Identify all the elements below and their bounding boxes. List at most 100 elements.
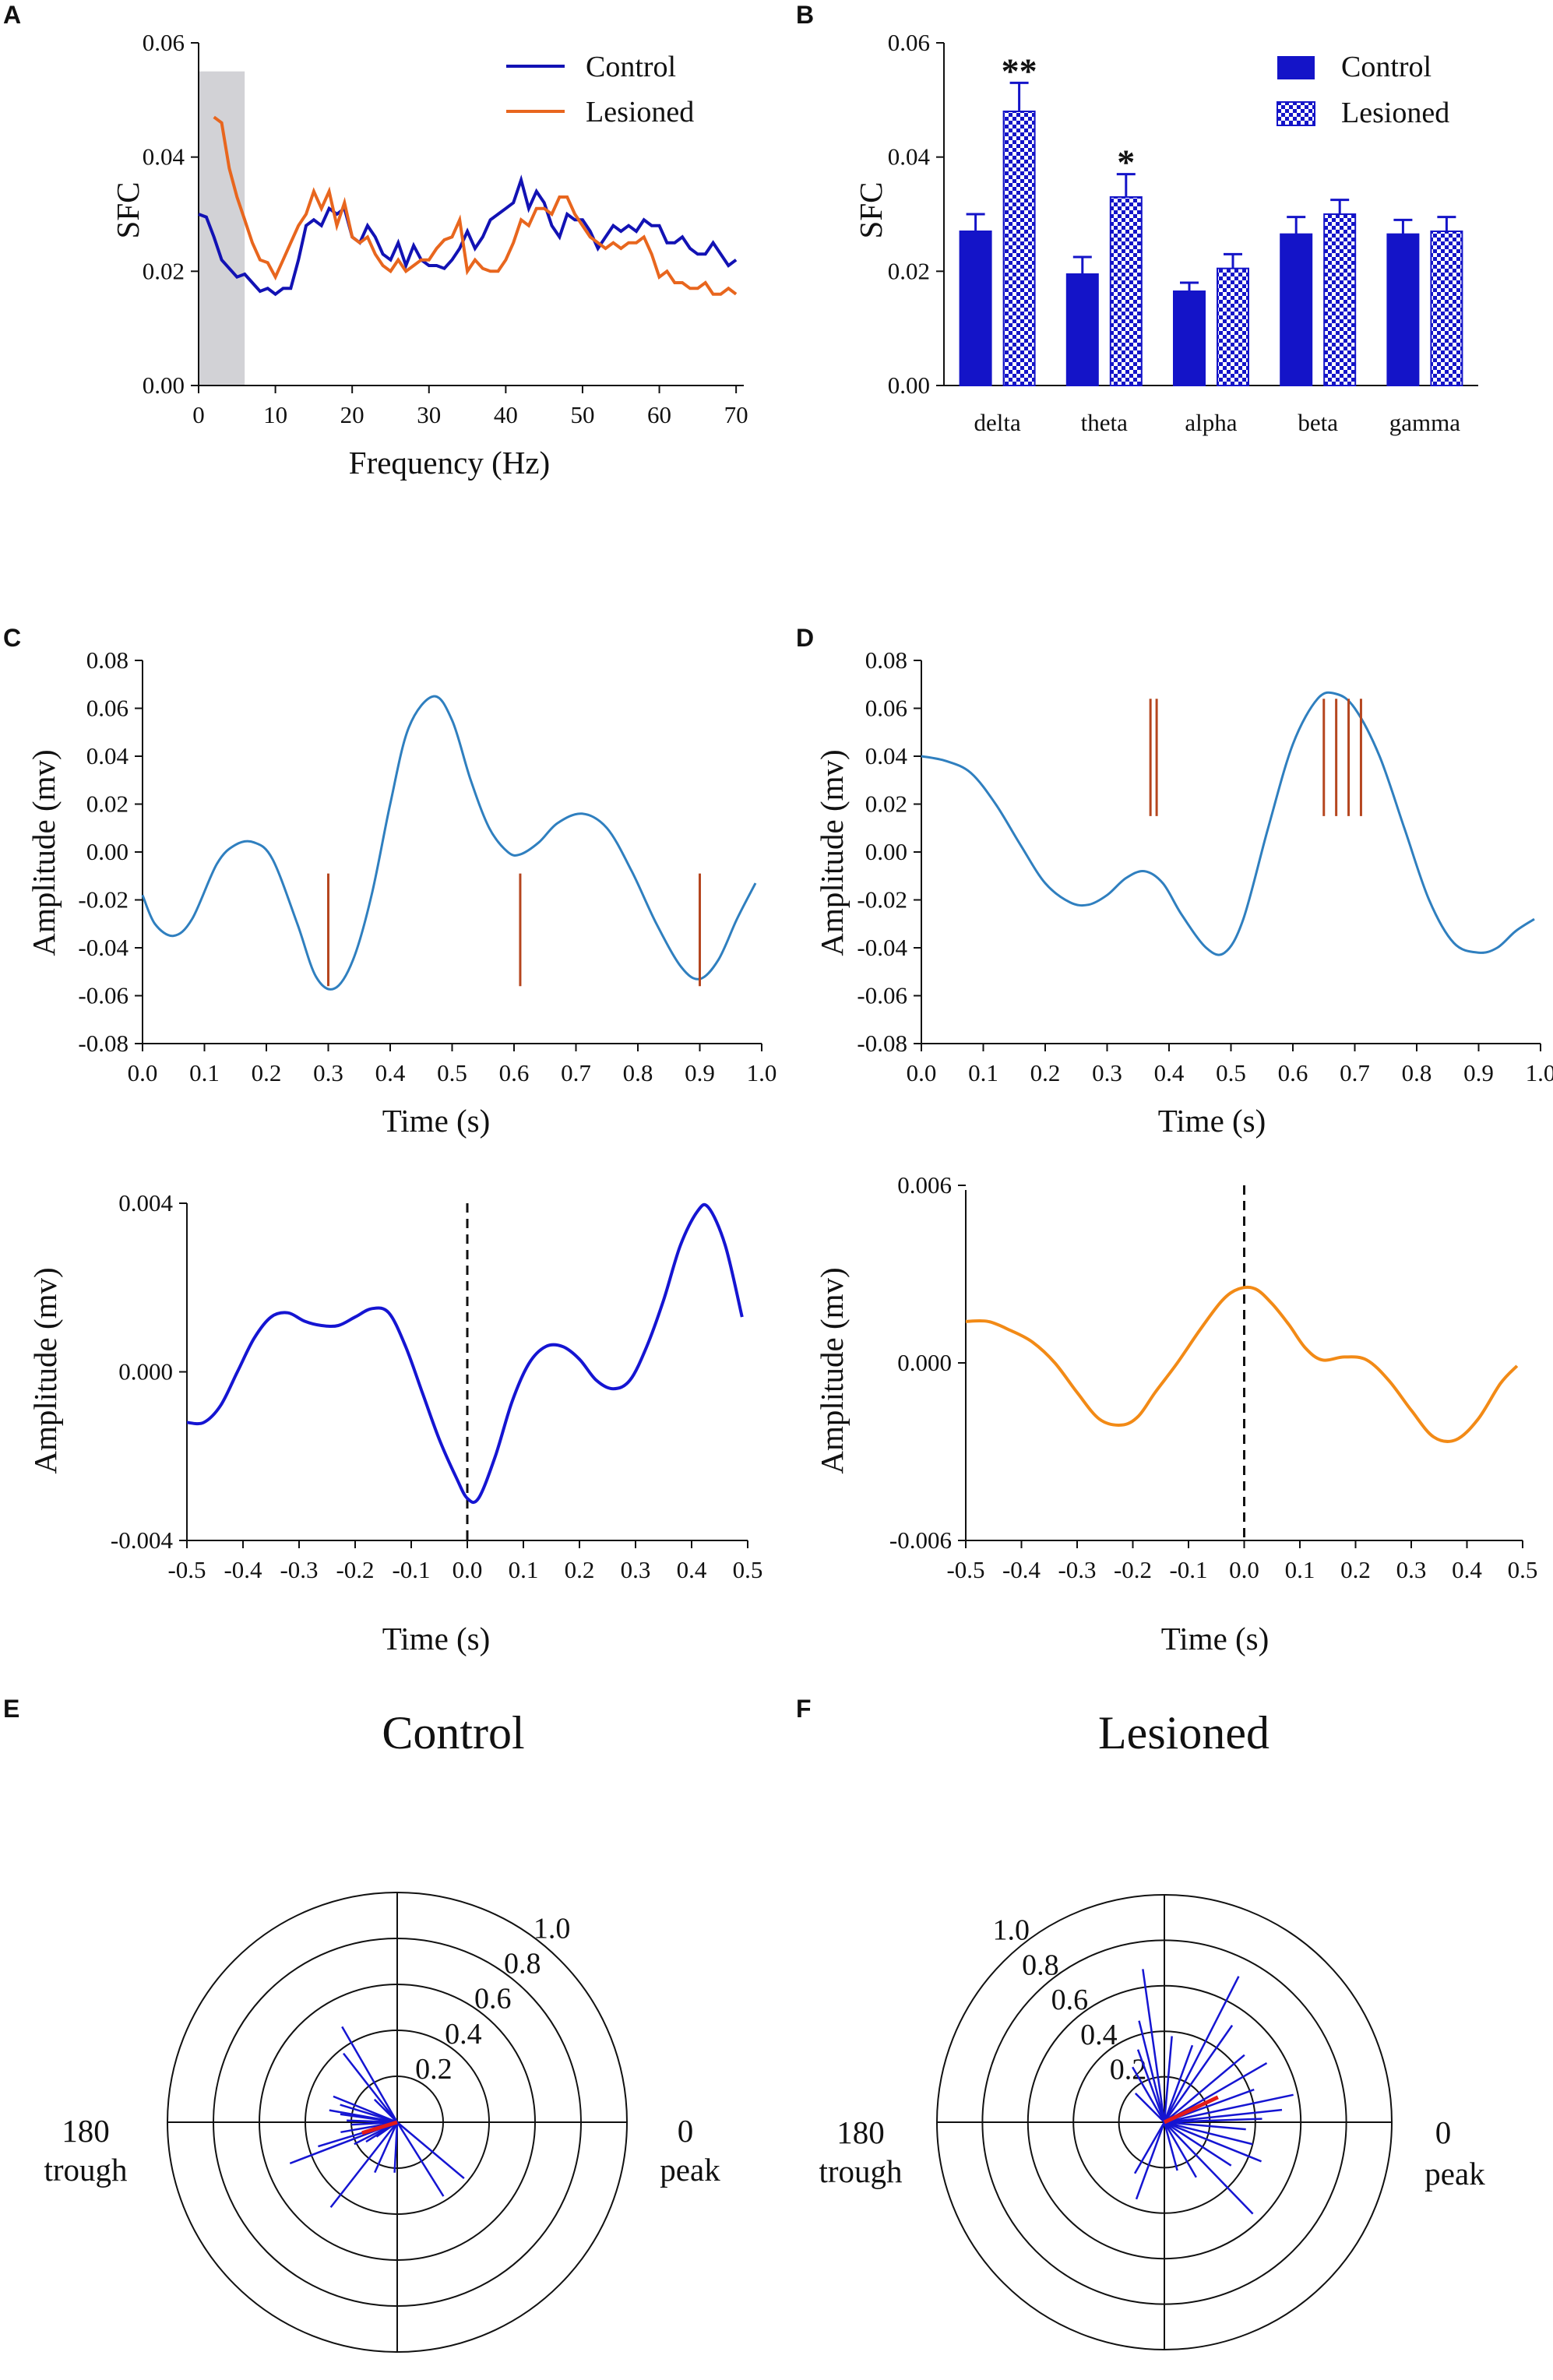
panel-d-xtick-label: 0.1 <box>968 1059 998 1086</box>
panel-c-ytick-label: 0.08 <box>86 646 129 674</box>
panel-d-ytick-label: -0.04 <box>857 934 907 961</box>
panel-d-sta-xtick-label: 0.1 <box>1285 1556 1315 1583</box>
panel-label-d: D <box>796 624 814 652</box>
panel-label-e: E <box>3 1695 19 1723</box>
phase-vector <box>340 2113 398 2124</box>
panel-d-ytick-label: -0.06 <box>857 982 907 1009</box>
phase-vector <box>1164 2121 1232 2167</box>
label-0: 0 <box>1435 2114 1452 2150</box>
panel-b-ylabel: SFC <box>853 182 889 239</box>
bar-control-gamma <box>1386 233 1420 386</box>
phase-vector <box>1133 2121 1166 2174</box>
panel-c-xtick-label: 0.7 <box>561 1059 591 1086</box>
panel-d-sta-xtick-label: -0.5 <box>946 1556 984 1583</box>
panel-d-xtick-label: 0.6 <box>1278 1059 1308 1086</box>
phase-vector <box>342 2052 398 2123</box>
bar-control-delta <box>959 231 992 386</box>
panel-e-control-phase-polar: Control 0.20.40.60.81.0 180 trough 0 pea… <box>44 1707 720 2353</box>
phase-vector <box>396 2121 465 2180</box>
mean-phase-vector <box>1163 2095 1219 2125</box>
panel-c-xtick-label: 0.3 <box>313 1059 343 1086</box>
bar-control-theta <box>1065 273 1099 386</box>
panel-c-sta-xtick-label: -0.1 <box>392 1556 430 1583</box>
polar-title-control: Control <box>382 1707 524 1759</box>
panel-c-xlabel: Time (s) <box>382 1103 491 1139</box>
panel-c-sta-ytick-label: 0.000 <box>118 1358 173 1385</box>
phase-vector <box>396 2121 445 2197</box>
phase-vector <box>1163 1976 1240 2123</box>
panel-d-ylabel: Amplitude (mv) <box>814 749 850 956</box>
panel-c-xtick-label: 0.0 <box>128 1059 158 1086</box>
phase-vector <box>1164 2121 1246 2131</box>
panel-a-xtick-label: 10 <box>263 401 287 428</box>
phase-vector <box>340 2104 398 2124</box>
panel-c-xtick-label: 0.8 <box>623 1059 653 1086</box>
panel-d-ytick-label: 0.02 <box>865 790 907 818</box>
bar-lesioned-alpha <box>1217 267 1249 386</box>
bar-lesioned-delta <box>1002 111 1036 386</box>
polar-ring-label: 0.4 <box>445 2018 482 2051</box>
panel-d-ytick-label: 0.04 <box>865 742 908 769</box>
panel-d-sta-ytick-label: -0.006 <box>889 1526 952 1554</box>
panel-d-xtick-label: 0.9 <box>1463 1059 1494 1086</box>
lfp-waveform <box>141 695 757 991</box>
panel-a-xtick-label: 0 <box>192 401 205 428</box>
panel-a-xtick-label: 30 <box>417 401 441 428</box>
panel-a-ytick-label: 0.04 <box>143 143 185 171</box>
significance-marker: * <box>1117 143 1135 182</box>
phase-vector <box>1134 2092 1165 2123</box>
phase-vector <box>1164 2121 1254 2215</box>
phase-vector <box>1163 2036 1173 2123</box>
panel-d-sta-xtick-label: 0.2 <box>1340 1556 1371 1583</box>
category-label-beta: beta <box>1298 409 1338 436</box>
panel-d-sta-xtick-label: 0.4 <box>1452 1556 1482 1583</box>
panel-label-f: F <box>796 1695 812 1723</box>
sta-waveform-lesioned <box>965 1285 1519 1443</box>
panel-a-xlabel: Frequency (Hz) <box>349 445 550 481</box>
phase-vector <box>1135 2121 1166 2200</box>
panel-c-ytick-label: 0.02 <box>86 790 129 818</box>
panel-c-xtick-label: 1.0 <box>747 1059 777 1086</box>
panel-d-ytick-label: -0.02 <box>857 886 907 914</box>
lfp-waveform <box>921 691 1535 956</box>
legend-swatch-control-solid <box>1277 56 1315 79</box>
panel-a-xtick-label: 20 <box>340 401 364 428</box>
panel-a-xtick-label: 70 <box>724 401 748 428</box>
bar-lesioned-gamma <box>1430 231 1463 386</box>
panel-c-sta-ylabel: Amplitude (mv) <box>27 1267 63 1473</box>
panel-a-sfc-line-chart: 0 10 20 30 40 50 60 70 0.00 0.02 0.04 0.06 SFC Freq… <box>110 29 748 481</box>
panel-d-xtick-label: 0.0 <box>907 1059 937 1086</box>
label-180: 180 <box>836 2114 885 2150</box>
phase-vector <box>341 2026 399 2123</box>
panel-d-spike-triggered-average: -0.5 -0.4 -0.3 -0.2 -0.1 0.0 0.1 0.2 0.3 0.4 0.5 0.… <box>814 1171 1537 1656</box>
panel-d-xtick-label: 0.3 <box>1092 1059 1122 1086</box>
panel-a-xtick-label: 50 <box>570 401 594 428</box>
polar-ring-label: 0.8 <box>1022 1949 1059 1981</box>
panel-c-xtick-label: 0.2 <box>252 1059 282 1086</box>
panel-label-b: B <box>796 1 814 29</box>
panel-d-xtick-label: 0.4 <box>1154 1059 1185 1086</box>
panel-c-sta-ytick-label: -0.004 <box>111 1526 174 1554</box>
panel-label-c: C <box>3 624 21 652</box>
phase-vector <box>373 2098 398 2123</box>
panel-c-sta-xtick-label: -0.4 <box>224 1556 262 1583</box>
category-label-theta: theta <box>1081 409 1128 436</box>
phase-vector <box>1163 2024 1234 2123</box>
phase-vector <box>374 2121 399 2174</box>
panel-c-xtick-label: 0.1 <box>189 1059 220 1086</box>
phase-vector <box>1163 2044 1194 2123</box>
legend-label-lesioned: Lesioned <box>586 96 694 129</box>
panel-c-ytick-label: -0.02 <box>78 886 129 914</box>
panel-c-sta-xlabel: Time (s) <box>382 1621 491 1656</box>
panel-label-a: A <box>3 1 21 29</box>
category-label-gamma: gamma <box>1389 409 1460 436</box>
panel-c-sta-xtick-label: -0.3 <box>280 1556 318 1583</box>
bar-lesioned-beta <box>1323 213 1357 386</box>
panel-c-sta-xtick-label: 0.1 <box>509 1556 539 1583</box>
panel-c-xtick-label: 0.5 <box>437 1059 467 1086</box>
panel-c-xtick-label: 0.6 <box>499 1059 530 1086</box>
panel-d-ytick-label: -0.08 <box>857 1030 907 1057</box>
panel-c-sta-xtick-label: 0.4 <box>677 1556 707 1583</box>
panel-c-sta-xtick-label: -0.5 <box>167 1556 206 1583</box>
panel-d-ytick-label: 0.06 <box>865 695 907 722</box>
